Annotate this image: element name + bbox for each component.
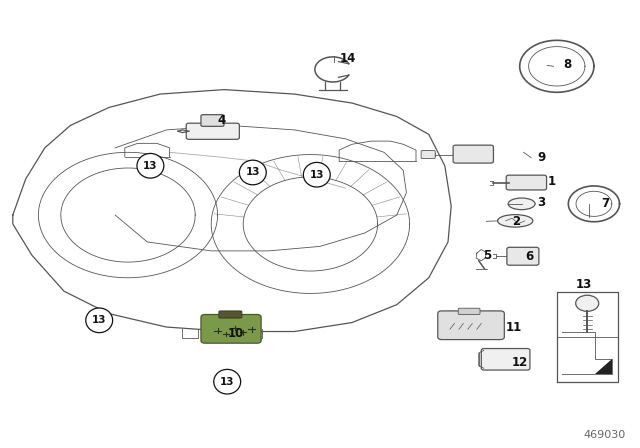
Ellipse shape [137,153,164,178]
Polygon shape [595,359,612,374]
FancyBboxPatch shape [481,349,530,370]
Text: 12: 12 [512,356,528,370]
FancyBboxPatch shape [219,311,242,318]
FancyBboxPatch shape [507,247,539,265]
Text: 13: 13 [220,377,234,387]
Text: 7: 7 [602,197,610,211]
Text: 13: 13 [246,168,260,177]
FancyBboxPatch shape [201,115,224,126]
Text: 11: 11 [506,320,522,334]
Text: 2: 2 [512,215,520,228]
Text: 3: 3 [538,196,546,209]
Ellipse shape [239,160,266,185]
Text: 5: 5 [483,249,492,262]
Text: 13: 13 [92,315,106,325]
Text: 10: 10 [227,327,243,340]
Text: 13: 13 [576,277,592,291]
Text: 13: 13 [310,170,324,180]
Ellipse shape [86,308,113,332]
Text: 8: 8 [563,58,572,72]
FancyBboxPatch shape [201,314,261,343]
Text: 4: 4 [218,114,226,128]
Text: 13: 13 [143,161,157,171]
FancyBboxPatch shape [458,308,480,314]
FancyBboxPatch shape [453,145,493,163]
Ellipse shape [214,369,241,394]
Text: 1: 1 [548,175,556,188]
Ellipse shape [508,198,535,210]
Circle shape [576,295,599,311]
FancyBboxPatch shape [506,175,547,190]
Text: 14: 14 [339,52,356,65]
FancyBboxPatch shape [421,151,435,159]
FancyBboxPatch shape [438,311,504,340]
FancyBboxPatch shape [186,123,239,139]
Text: 6: 6 [525,250,533,263]
Text: 469030: 469030 [584,431,626,440]
Ellipse shape [498,215,533,227]
Ellipse shape [303,162,330,187]
Text: 9: 9 [538,151,546,164]
